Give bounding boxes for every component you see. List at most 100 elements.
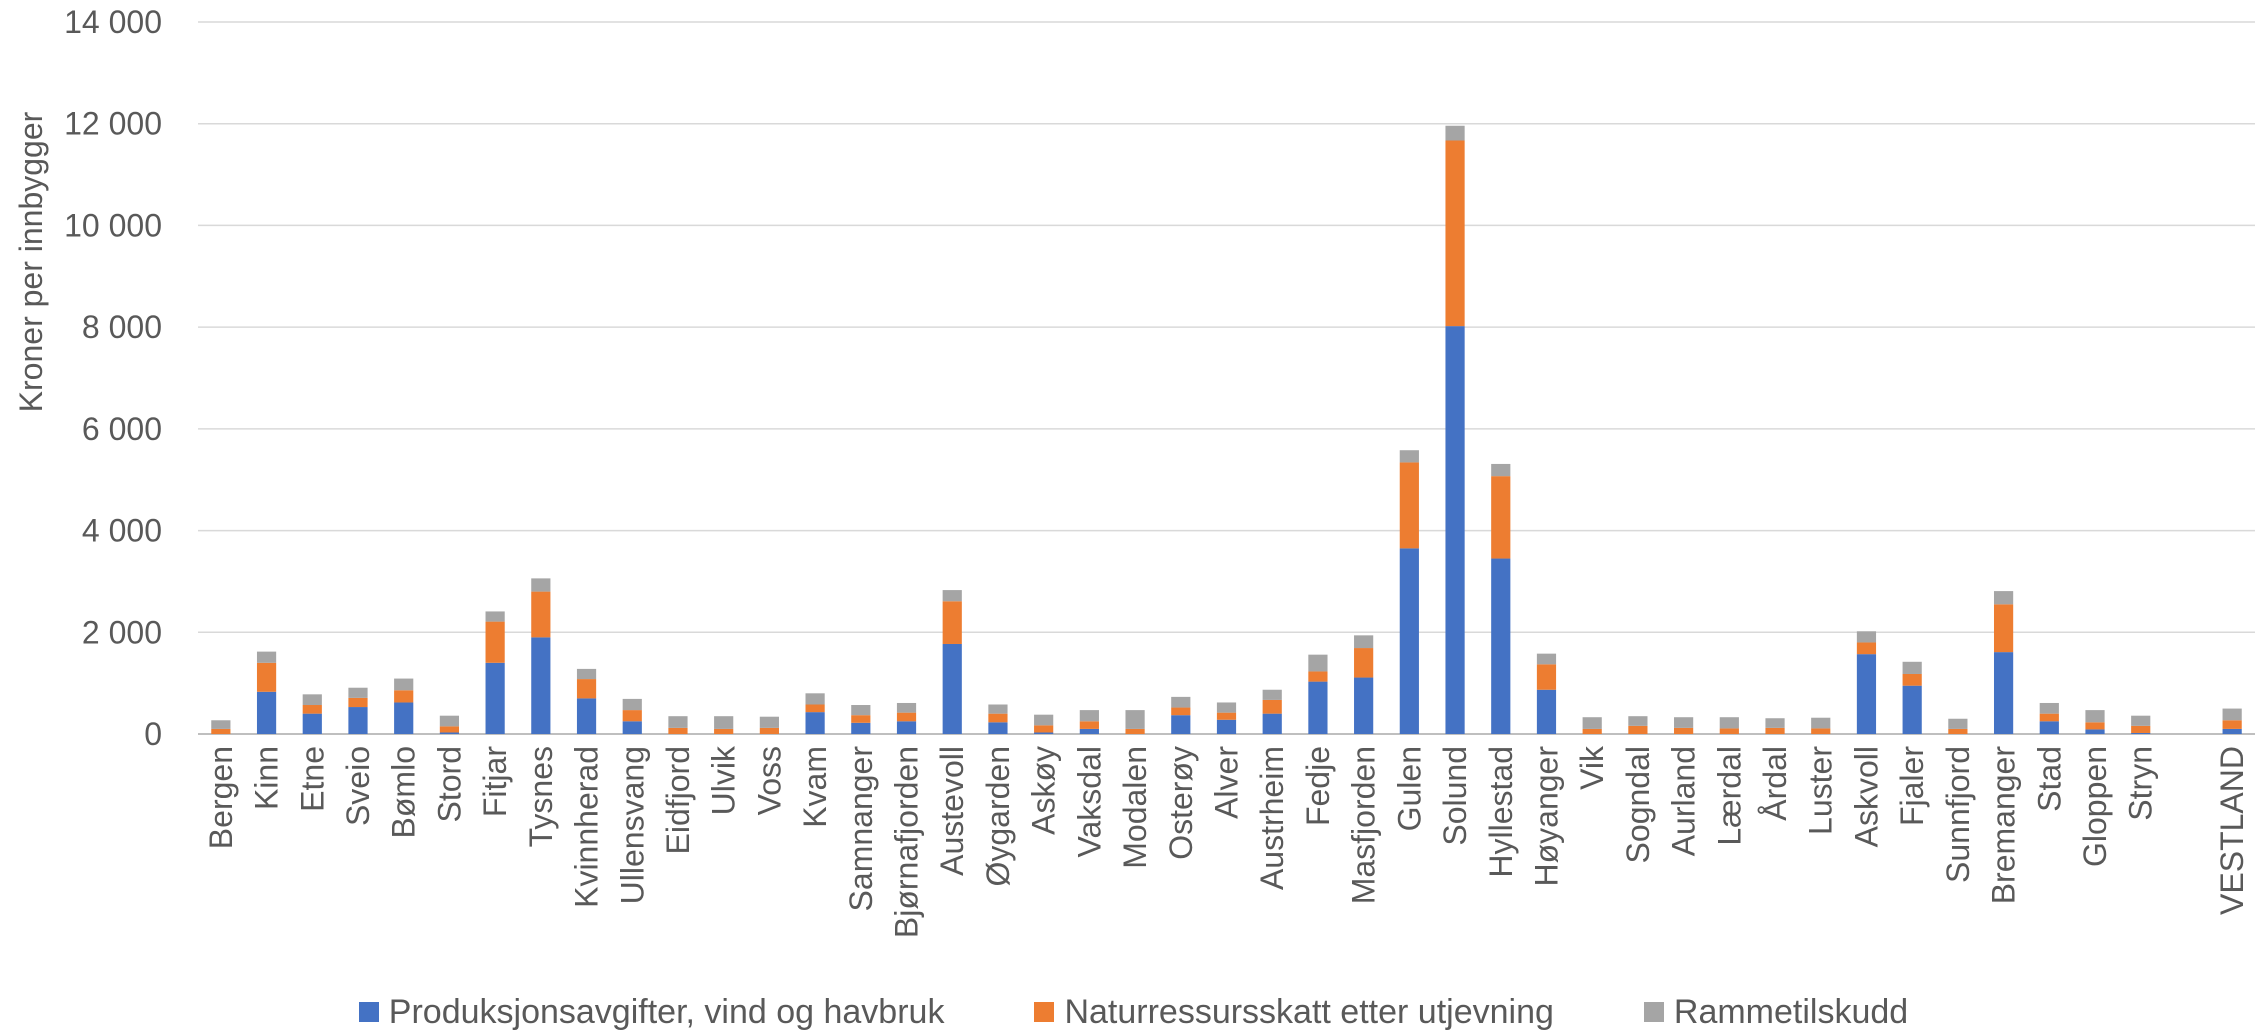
legend-item-naturressursskatt: Naturressursskatt etter utjevning — [1034, 993, 1554, 1032]
bar-segment — [2222, 708, 2242, 721]
bar-segment — [942, 643, 962, 734]
bar-segment — [1948, 728, 1968, 734]
bar-segment — [1399, 462, 1419, 549]
x-tick-label: Stad — [2031, 746, 2067, 812]
bar-segment — [1216, 712, 1237, 720]
bar-segment — [988, 713, 1008, 723]
x-tick-label: Høyanger — [1528, 746, 1564, 887]
bar-segment — [1628, 725, 1648, 734]
bar-segment — [485, 662, 505, 734]
bar-segment — [1536, 653, 1557, 665]
legend-swatch-gray — [1643, 1002, 1664, 1022]
bar-segment — [1354, 648, 1374, 678]
x-tick-label: Ulvik — [706, 745, 742, 815]
x-tick-label: Voss — [751, 746, 787, 815]
bar-segment — [1902, 661, 1922, 674]
bar-segment — [805, 712, 825, 734]
bar-segment — [2085, 722, 2105, 730]
bar-segment — [302, 694, 322, 706]
x-tick-label: Sveio — [340, 746, 376, 826]
bar-segment — [1354, 677, 1374, 734]
bar-segment — [988, 704, 1008, 714]
x-tick-label: Alver — [1209, 746, 1245, 819]
x-tick-label: Bremanger — [1986, 746, 2022, 905]
bar-segment — [1765, 727, 1785, 734]
bar-segment — [805, 693, 825, 705]
bar-segment — [2131, 715, 2151, 726]
bar-segment — [1491, 558, 1511, 734]
bar-segment — [1993, 604, 2014, 653]
x-tick-label: Kinn — [249, 746, 285, 810]
x-tick-label: Hyllestad — [1483, 746, 1519, 878]
bar-segment — [348, 697, 368, 708]
bar-segment — [485, 621, 505, 663]
bar-segment — [1993, 591, 2014, 605]
x-tick-label: Osterøy — [1163, 746, 1199, 860]
x-tick-label: Tysnes — [523, 746, 559, 847]
x-tick-label: Fedje — [1300, 746, 1336, 826]
bar-segment — [439, 732, 460, 734]
legend-label: Rammetilskudd — [1673, 992, 1909, 1031]
x-tick-label: Austrheim — [1254, 746, 1290, 890]
bar-segment — [1034, 714, 1054, 726]
x-tick-label: Eidfjord — [660, 746, 696, 855]
bar-segment — [1628, 716, 1648, 726]
bar-segment — [1399, 548, 1419, 734]
x-tick-label: Solund — [1437, 746, 1473, 846]
x-tick-label: Vik — [1574, 745, 1610, 790]
bar-segment — [896, 712, 917, 722]
x-tick-label: Samnanger — [843, 746, 879, 912]
x-tick-label: Årdal — [1757, 746, 1793, 821]
x-tick-label: Fitjar — [477, 746, 513, 817]
bar-segment — [1171, 715, 1191, 734]
bar-segment — [1171, 696, 1191, 708]
bar-segment — [2085, 729, 2105, 734]
x-tick-label: Stryn — [2123, 746, 2159, 821]
bar-segment — [622, 698, 642, 711]
x-tick-label: Lærdal — [1711, 746, 1747, 846]
chart: Kroner per innbygger 0 2 000 4 000 6 000 8 0… — [13, 4, 2255, 938]
bar-segment — [302, 705, 322, 714]
bar-segment — [1399, 450, 1419, 463]
bar-segment — [1262, 699, 1282, 714]
legend: Produksjonsavgifter, vind og havbruk Nat… — [0, 990, 2267, 1034]
x-tick-label: Kvam — [797, 746, 833, 828]
bar-segment — [1993, 652, 2014, 734]
legend-item-produksjonsavgifter: Produksjonsavgifter, vind og havbruk — [358, 993, 944, 1032]
bar-segment — [2222, 728, 2242, 734]
bar-segment — [1582, 717, 1602, 729]
bar-segment — [2039, 702, 2059, 714]
bar-segment — [256, 651, 277, 663]
bar-segment — [348, 687, 368, 698]
x-tick-label: Sunnfjord — [1940, 746, 1976, 883]
bar-segment — [988, 722, 1008, 734]
bar-segment — [1445, 140, 1465, 327]
y-tick-label: 8 000 — [82, 309, 162, 345]
x-tick-label: Aurland — [1666, 746, 1702, 856]
x-tick-label: Gulen — [1391, 746, 1427, 831]
bar-segment — [1308, 671, 1328, 682]
bar-segment — [576, 698, 597, 734]
bar-segment — [2085, 710, 2105, 723]
bar-segment — [348, 707, 368, 734]
bar-segment — [1674, 717, 1694, 728]
bar-segment — [1536, 664, 1557, 690]
bar-segment — [531, 591, 551, 638]
y-tick-label: 10 000 — [64, 207, 162, 243]
bar-segment — [531, 578, 551, 592]
bar-segment — [1719, 717, 1739, 729]
y-tick-label: 0 — [144, 716, 162, 752]
x-tick-label: VESTLAND — [2214, 746, 2250, 915]
y-tick-label: 14 000 — [64, 4, 162, 40]
bar-segment — [759, 716, 779, 728]
bar-segment — [1216, 719, 1237, 734]
x-tick-label: Kvinnherad — [569, 746, 605, 908]
legend-swatch-blue — [358, 1002, 379, 1022]
bar-segment — [1536, 689, 1557, 734]
bar-segment — [1079, 710, 1099, 722]
bar-segment — [1125, 710, 1145, 729]
bar-segment — [2131, 725, 2151, 733]
bar-segment — [1674, 727, 1694, 734]
bar-segment — [576, 679, 597, 699]
bar-segment — [485, 611, 505, 622]
